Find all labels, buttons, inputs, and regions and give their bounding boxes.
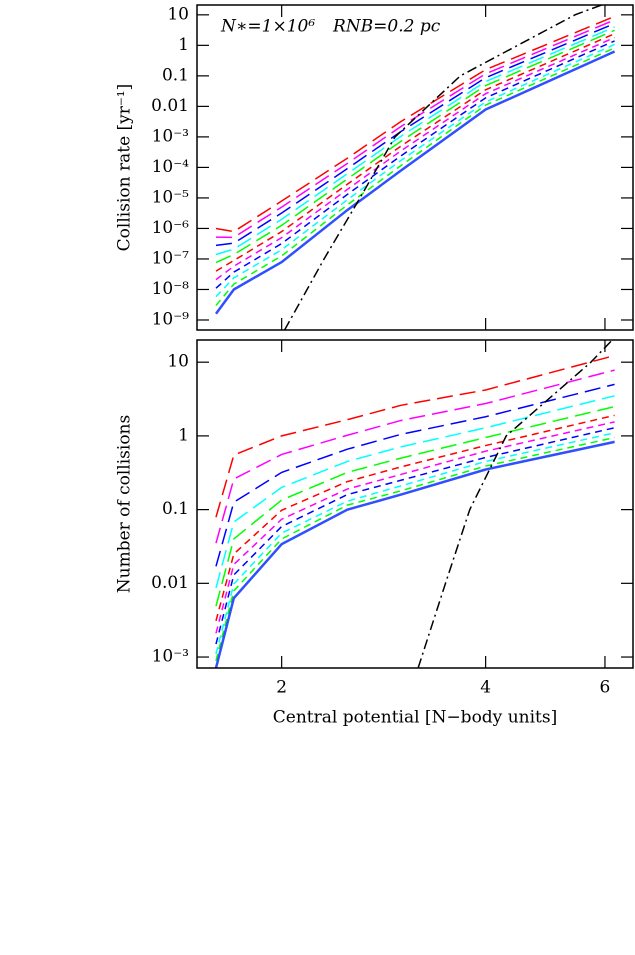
y-tick-label: 0.1 — [162, 65, 189, 85]
data-line — [214, 50, 616, 315]
annotation: RNB=0.2 pc — [332, 17, 441, 37]
y-tick-label: 10⁻⁶ — [152, 218, 190, 238]
plot-lines — [214, 5, 616, 330]
y-tick-label: 10 — [167, 352, 189, 372]
data-line — [215, 405, 615, 607]
data-line — [215, 421, 615, 634]
y-tick-label: 1 — [178, 425, 189, 445]
y-axis-label: Number of collisions — [115, 415, 135, 593]
y-tick-label: 10⁻⁷ — [152, 248, 190, 268]
data-line — [215, 40, 615, 289]
x-tick-label: 6 — [600, 678, 611, 698]
data-line — [283, 5, 602, 330]
annotation: N∗=1×10⁶ — [220, 17, 315, 37]
data-line — [215, 427, 615, 645]
data-line — [215, 43, 615, 298]
y-axis-label: Collision rate [yr⁻¹] — [115, 84, 135, 252]
x-tick-label: 4 — [480, 678, 491, 698]
data-line — [417, 340, 613, 668]
y-tick-label: 10⁻⁸ — [152, 279, 190, 299]
y-tick-label: 10⁻⁹ — [152, 309, 190, 329]
data-line — [215, 414, 615, 622]
y-tick-label: 0.1 — [162, 499, 189, 519]
y-tick-label: 10⁻³ — [152, 126, 189, 146]
data-line — [215, 369, 615, 544]
data-line — [215, 383, 615, 567]
plot-lines — [214, 340, 615, 668]
data-line — [215, 19, 615, 239]
data-line — [215, 395, 615, 588]
data-line — [214, 440, 615, 668]
data-line — [215, 432, 615, 655]
data-line — [215, 47, 615, 306]
data-line — [215, 36, 615, 281]
data-line — [215, 33, 615, 272]
x-axis-label: Central potential [N−body units] — [273, 708, 557, 728]
data-line — [215, 29, 615, 264]
data-line — [215, 22, 615, 247]
y-tick-label: 10⁻³ — [152, 647, 189, 667]
x-tick-label: 2 — [276, 678, 287, 698]
plot-frame — [196, 339, 634, 669]
y-tick-label: 10 — [167, 4, 189, 24]
y-tick-label: 10⁻⁵ — [152, 187, 190, 207]
y-tick-label: 10⁻⁴ — [152, 157, 190, 177]
data-line — [215, 354, 615, 518]
data-line — [215, 15, 615, 233]
y-tick-label: 0.01 — [151, 573, 189, 593]
y-tick-label: 0.01 — [151, 96, 189, 116]
y-tick-label: 1 — [178, 35, 189, 55]
data-line — [215, 436, 615, 661]
